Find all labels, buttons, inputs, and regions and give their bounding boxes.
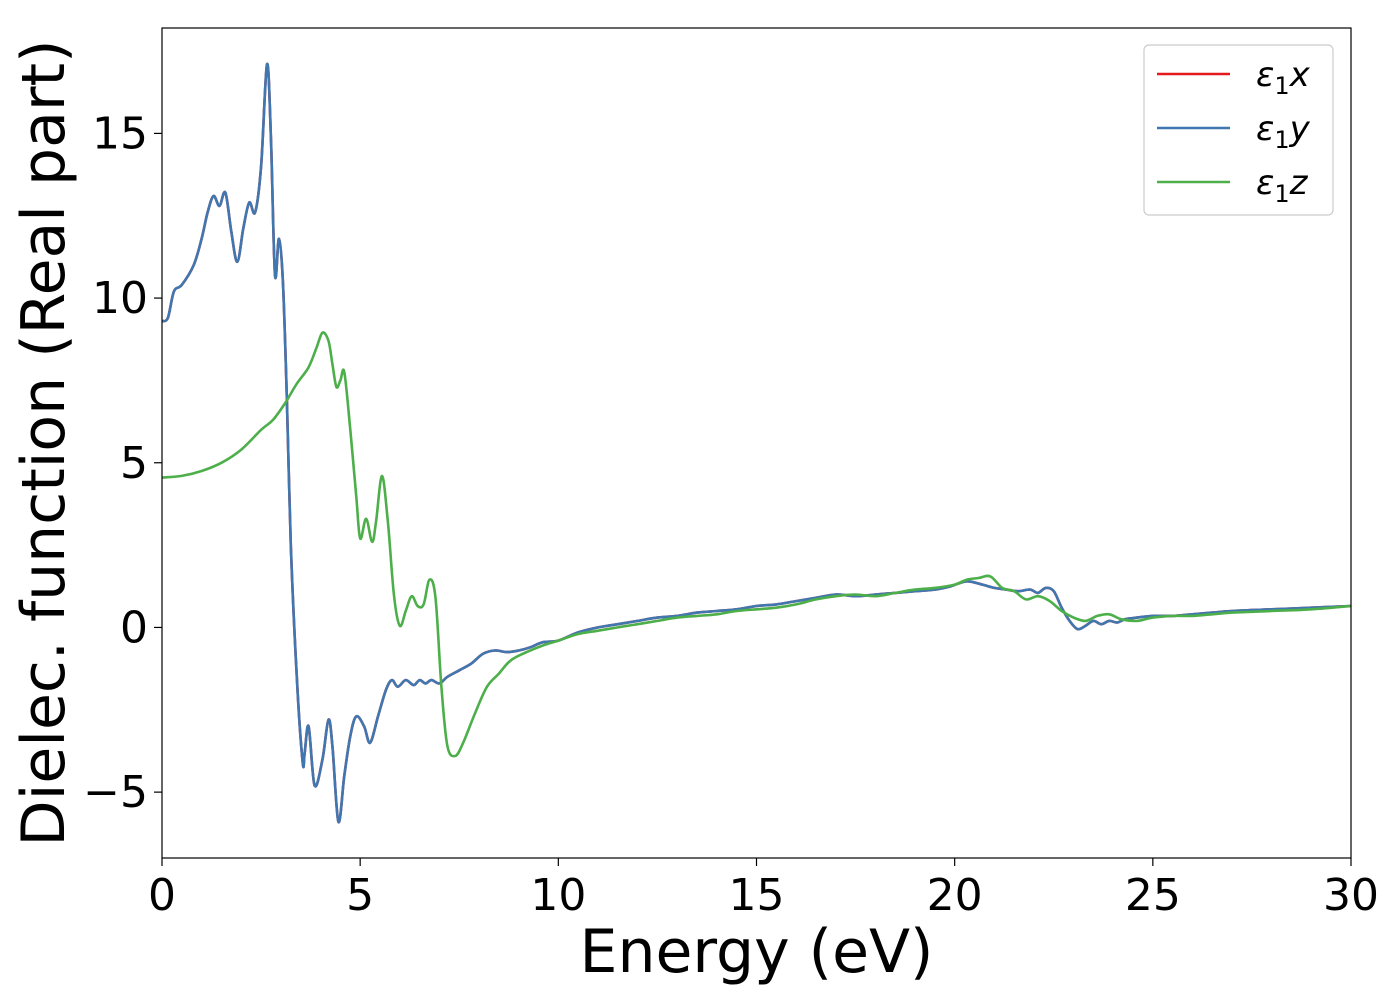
y-tick-label: 5 — [120, 438, 148, 489]
x-tick-label: 30 — [1323, 870, 1379, 921]
series-layer — [162, 62, 1351, 824]
y-axis-title: Dielec. function (Real part) — [9, 40, 79, 847]
series-line-z — [162, 331, 1351, 758]
x-tick-label: 10 — [530, 870, 586, 921]
legend-box — [1143, 44, 1334, 216]
legend-items: ε1x ε1y ε1z — [1157, 55, 1311, 208]
y-tick-label: 10 — [92, 273, 148, 324]
legend-label-z: ε1z — [1256, 163, 1309, 208]
y-tick-label: 0 — [120, 602, 148, 653]
legend-label-y: ε1y — [1256, 109, 1311, 154]
legend: ε1x ε1y ε1z — [1143, 44, 1334, 216]
x-tick-label: 20 — [927, 870, 983, 921]
ticks-layer: 0 5 10 15 20 25 30 −5 0 5 10 15 — [83, 108, 1379, 921]
x-tick-label: 5 — [346, 870, 374, 921]
x-tick-label: 0 — [148, 870, 176, 921]
x-tick-label: 15 — [729, 870, 785, 921]
x-axis-title: Energy (eV) — [580, 917, 934, 987]
legend-label-x: ε1x — [1256, 55, 1311, 100]
y-tick-label: 15 — [92, 108, 148, 159]
y-tick-label: −5 — [83, 767, 148, 818]
series-line-y — [162, 62, 1351, 824]
x-tick-label: 25 — [1125, 870, 1181, 921]
